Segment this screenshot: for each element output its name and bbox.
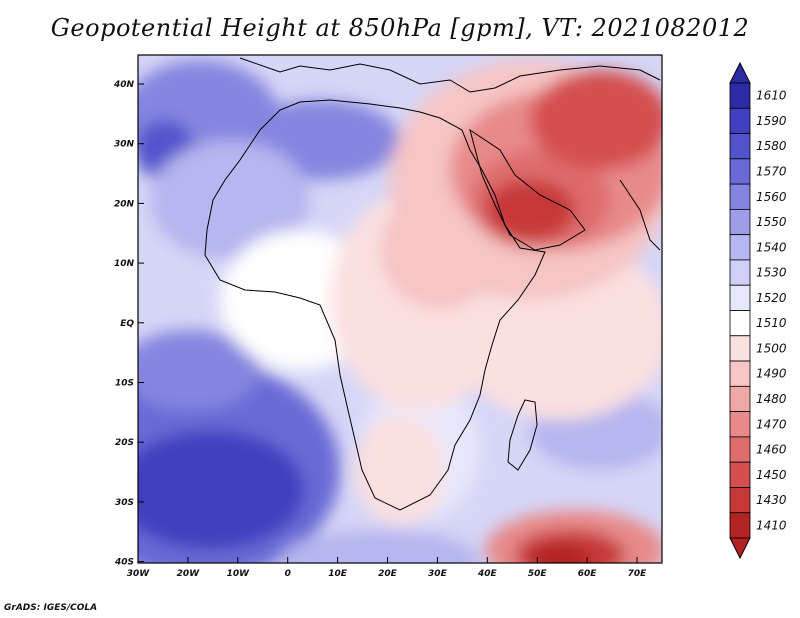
colorbar-label: 1570 (756, 164, 787, 178)
lon-tick-label: 70E (628, 569, 648, 579)
longitude-axis: 30W 20W 10W 0 10E 20E 30E 40E 50E 60E 70E (127, 557, 647, 579)
colorbar-swatch (729, 310, 751, 337)
lon-tick-label: 10W (227, 569, 251, 579)
europe-coastline (239, 57, 661, 93)
lon-tick-label: 20E (378, 569, 398, 579)
lat-tick-label: 10S (115, 379, 134, 389)
lon-tick-label: 40E (477, 569, 498, 579)
colorbar-label: 1520 (756, 291, 787, 305)
colorbar-swatch (729, 436, 751, 463)
colorbar-swatch (729, 512, 751, 539)
colorbar-swatch (729, 411, 751, 438)
colorbar-label: 1510 (756, 316, 787, 330)
india-coastline (619, 179, 661, 251)
colorbar-swatch (729, 82, 751, 109)
colorbar-swatch (729, 208, 751, 236)
colorbar-swatch (729, 234, 751, 261)
lat-tick-label: 10N (114, 259, 135, 269)
colorbar-label: 1430 (756, 493, 787, 507)
colorbar-swatch (729, 183, 751, 210)
colorbar-label: 1480 (756, 392, 787, 406)
plot-frame (137, 54, 663, 564)
lat-tick-label: 40S (114, 558, 134, 568)
arabian-peninsula-coastline (469, 128, 586, 251)
colorbar-label: 1410 (756, 518, 787, 532)
colorbar-swatch (729, 259, 751, 286)
colorbar-swatch (729, 158, 751, 185)
colorbar: 1610 1590 1580 1570 1560 1550 1540 1530 1520 1510… (729, 61, 787, 560)
lon-tick-label: 20W (177, 569, 201, 579)
colorbar-label: 1530 (756, 266, 787, 280)
colorbar-swatch (729, 133, 751, 160)
colorbar-swatch (729, 335, 751, 362)
africa-coastline (204, 99, 546, 511)
colorbar-label: 1590 (756, 114, 787, 128)
lat-tick-label: 30S (115, 498, 134, 508)
coastlines (204, 57, 661, 511)
colorbar-swatch (729, 107, 751, 134)
lon-tick-label: 10E (328, 569, 348, 579)
colorbar-label: 1470 (756, 417, 787, 431)
colorbar-label: 1550 (756, 215, 787, 229)
colorbar-label: 1560 (756, 190, 787, 204)
lon-tick-label: 30W (127, 569, 151, 579)
colorbar-label: 1610 (756, 89, 787, 103)
madagascar-coastline (507, 399, 538, 471)
height-field (138, 55, 662, 563)
colorbar-swatch (729, 284, 751, 311)
colorbar-swatch (729, 487, 751, 514)
lat-tick-label: EQ (120, 319, 134, 329)
lon-tick-label: 60E (578, 569, 598, 579)
lat-tick-label: 30N (114, 140, 135, 150)
colorbar-top-arrow (729, 61, 751, 84)
lat-tick-label: 20N (114, 199, 135, 209)
latitude-axis: 40N 30N 20N 10N EQ 10S 20S 30S 40S (113, 80, 144, 568)
colorbar-label: 1540 (756, 240, 787, 254)
colorbar-swatch (729, 461, 751, 488)
lat-tick-label: 40N (113, 80, 135, 90)
lon-tick-label: 0 (285, 569, 291, 579)
colorbar-label: 1500 (756, 341, 787, 355)
lon-tick-label: 30E (428, 569, 448, 579)
map-title: Geopotential Height at 850hPa [gpm], VT:… (50, 14, 750, 42)
colorbar-swatch (729, 360, 751, 387)
lat-tick-label: 20S (115, 438, 134, 448)
colorbar-label: 1460 (756, 443, 787, 457)
colorbar-label: 1490 (756, 367, 787, 381)
colorbar-swatch (729, 385, 751, 413)
colorbar-bottom-arrow (729, 537, 751, 560)
grads-credit: GrADS: IGES/COLA (4, 603, 98, 613)
colorbar-label: 1450 (756, 468, 787, 482)
colorbar-label: 1580 (756, 139, 787, 153)
lon-tick-label: 50E (528, 569, 548, 579)
